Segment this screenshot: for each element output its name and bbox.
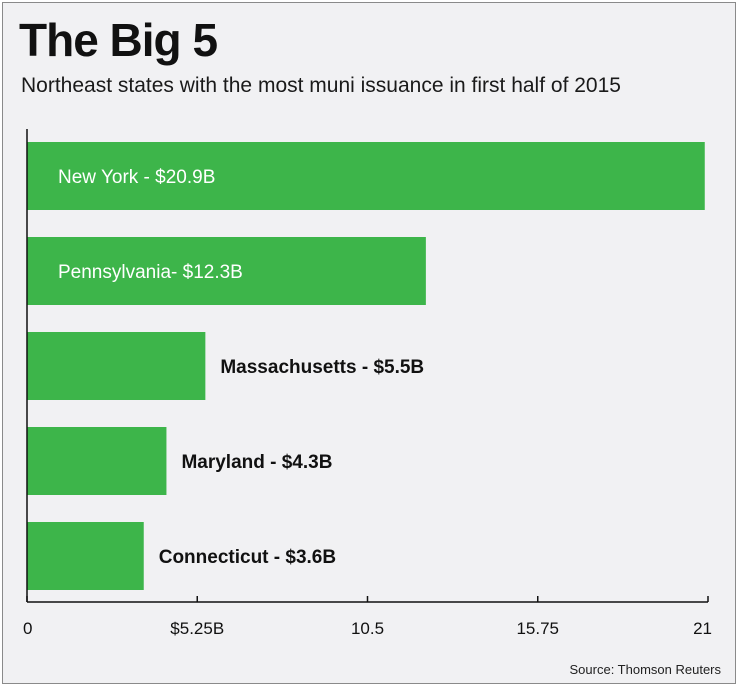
bar-pennsylvania bbox=[27, 237, 426, 305]
bar-data-label: Pennsylvania- $12.3B bbox=[58, 262, 243, 283]
x-tick-label: 0 bbox=[23, 619, 32, 638]
x-tick-label: 15.75 bbox=[516, 619, 559, 638]
bar-connecticut bbox=[27, 522, 144, 590]
bar-data-label: Maryland - $4.3B bbox=[181, 452, 332, 473]
bar-data-label: Massachusetts - $5.5B bbox=[220, 357, 424, 378]
bar-maryland bbox=[27, 427, 167, 495]
x-tick-label: 10.5 bbox=[351, 619, 384, 638]
x-tick-label: $5.25B bbox=[170, 619, 224, 638]
x-tick-label: 21 bbox=[693, 619, 712, 638]
bar-chart: New York - $20.9B Pennsylvania- $12.3B Mas… bbox=[23, 129, 712, 638]
bar-new-york bbox=[27, 142, 705, 210]
bar-data-label: Connecticut - $3.6B bbox=[159, 547, 336, 568]
source-note: Source: Thomson Reuters bbox=[569, 662, 722, 677]
chart-title: The Big 5 bbox=[19, 14, 218, 66]
bar-data-label: New York - $20.9B bbox=[58, 167, 215, 188]
bar-massachusetts bbox=[27, 332, 206, 400]
chart-subtitle: Northeast states with the most muni issu… bbox=[21, 74, 621, 97]
